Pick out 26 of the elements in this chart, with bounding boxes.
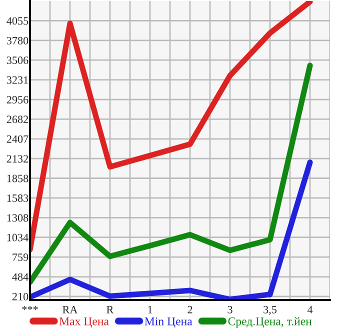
y-tick-label: 3231 [6,76,28,84]
x-tick-label: R [106,306,114,314]
y-tick-label: 1858 [7,174,28,182]
x-tick-label: *** [22,306,38,310]
y-tick-label: 3506 [6,56,28,64]
y-tick-label: 759 [12,254,28,262]
legend-label: Max Цена [59,317,109,328]
y-tick-label: 484 [12,273,28,281]
x-tick-label: 4 [307,306,313,314]
y-tick-label: 1583 [7,194,28,202]
y-tick-label: 2682 [6,116,28,124]
x-tick-label: 3,5 [264,306,277,315]
y-tick-label: 210 [12,292,28,300]
legend-label: Min Цена [144,317,192,328]
x-tick-label: RA [62,306,78,314]
y-tick-label: 4055 [6,17,28,25]
legend-label: Сред.Цена, т.йен [228,317,312,328]
y-tick-label: 1308 [7,214,28,222]
y-tick-label: 3780 [6,36,28,44]
y-tick-label: 2407 [6,135,28,143]
x-tick-label: 2 [188,306,192,314]
y-tick-label: 2132 [6,155,28,163]
x-tick-label: 3 [228,306,232,314]
x-tick-label: 1 [148,306,152,314]
y-tick-label: 1034 [7,234,28,242]
y-tick-label: 2956 [6,96,28,104]
